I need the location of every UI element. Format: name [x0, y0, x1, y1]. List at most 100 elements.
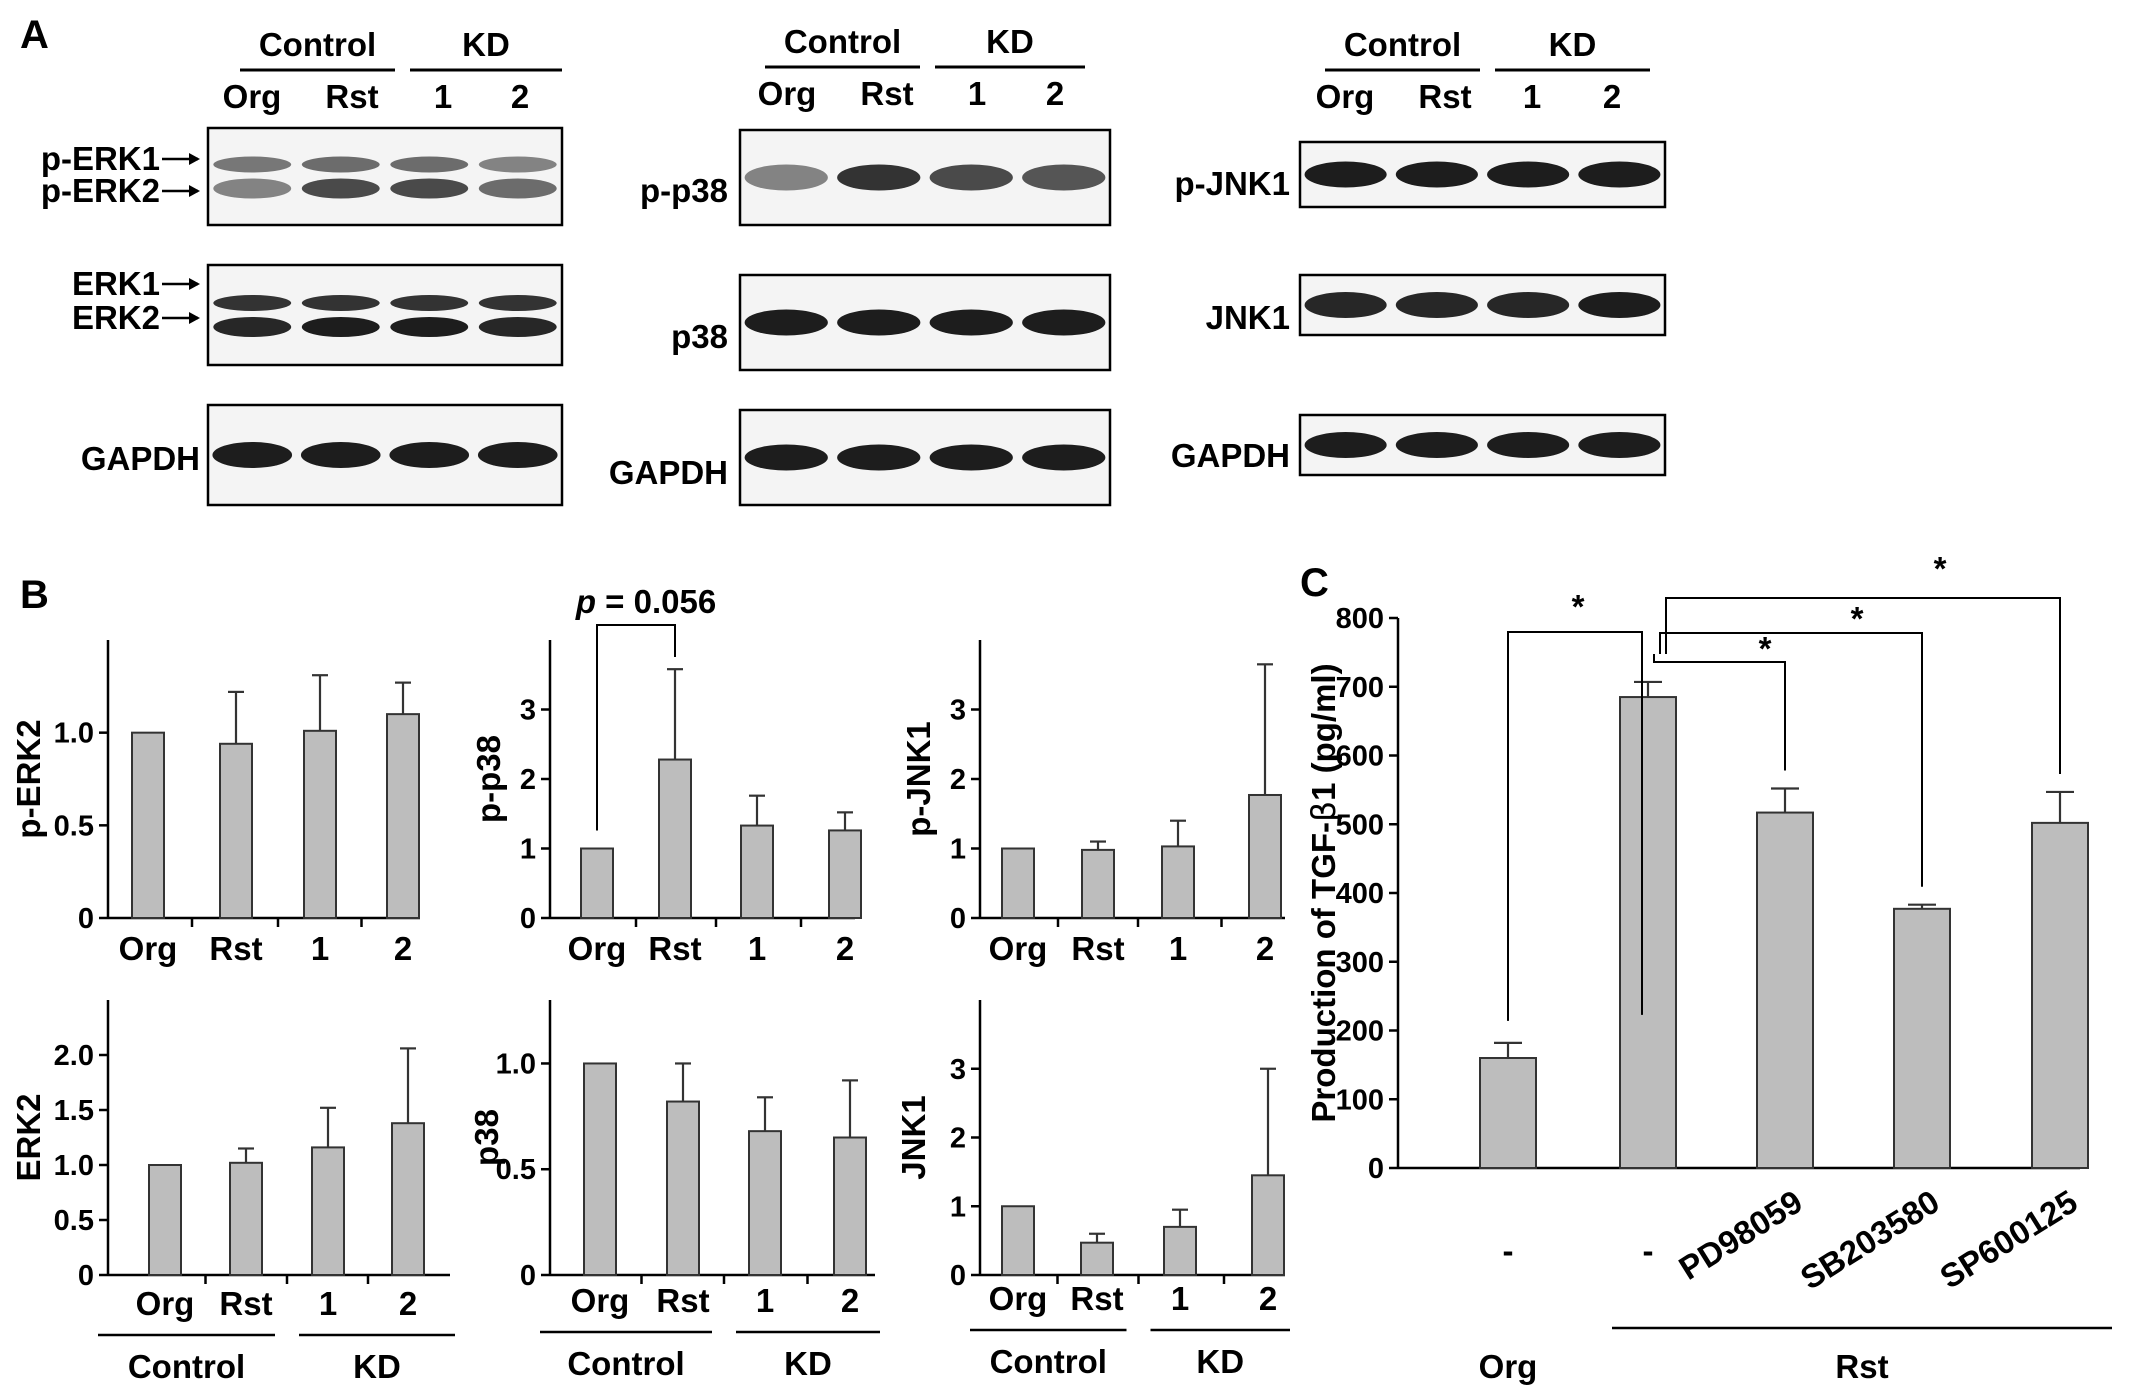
blot-band-upper — [478, 156, 557, 173]
blot-lane-label: Rst — [1418, 78, 1471, 115]
blot-lane-label: 1 — [968, 75, 986, 112]
y-tick-label: 0 — [520, 903, 536, 935]
x-category-label: Org — [571, 1282, 630, 1319]
x-category-label: - — [1503, 1232, 1514, 1269]
significance-star: * — [1934, 550, 1947, 587]
blot-group-kd-label: KD — [1549, 26, 1597, 63]
blot-band — [744, 444, 828, 471]
p-value-text: = 0.056 — [596, 583, 716, 620]
bar — [583, 1062, 617, 1277]
significance-bracket — [1507, 631, 1643, 1021]
bar — [1619, 696, 1677, 1169]
blot-group-control-label: Control — [1344, 26, 1461, 63]
x-category-label: PD98059 — [1672, 1183, 1808, 1287]
bar — [833, 1136, 867, 1276]
y-axis-label-greek: β — [1304, 801, 1343, 822]
significance-bracket — [1659, 632, 1923, 887]
bar — [828, 829, 862, 919]
group-label: KD — [1196, 1343, 1244, 1380]
bar-chart-3: 0 1 2 3 Org Rst 1 2 p-JNK1 — [900, 640, 1285, 967]
y-tick-label: 0.5 — [54, 810, 94, 842]
y-tick-label: 500 — [1336, 809, 1384, 841]
bar — [1251, 1174, 1285, 1276]
y-tick-label: 200 — [1336, 1016, 1384, 1048]
blot-band — [1304, 432, 1387, 458]
x-category-label: Org — [568, 930, 627, 967]
x-category-label: Org — [989, 930, 1048, 967]
blot-lane-label: 1 — [434, 78, 452, 115]
y-axis-label-prefix: Production of TGF- — [1305, 822, 1342, 1123]
y-tick-label: 0 — [78, 903, 94, 935]
x-category-label: Rst — [648, 930, 701, 967]
blot-band — [1578, 292, 1661, 318]
y-axis-label: ERK2 — [10, 1093, 47, 1181]
blot-lane-label: 2 — [1046, 75, 1064, 112]
y-tick-label: 300 — [1336, 947, 1384, 979]
x-category-label: 1 — [756, 1282, 774, 1319]
x-category-label: Org — [119, 930, 178, 967]
panel-label-b: B — [20, 573, 49, 617]
x-category-label: 2 — [394, 930, 412, 967]
bar — [391, 1122, 425, 1276]
blot-band — [929, 444, 1013, 471]
bar — [1080, 1241, 1114, 1276]
group-label: Control — [990, 1343, 1107, 1380]
bar-chart-1: 0 0.5 1.0 Org Rst 1 2 p-ERK2 — [10, 640, 420, 967]
blot-band — [212, 442, 293, 468]
bar — [303, 729, 337, 920]
bar — [658, 758, 692, 919]
significance-bracket — [1665, 597, 2061, 774]
blot-band-lower — [478, 317, 557, 337]
blot-band — [1395, 432, 1478, 458]
blot-band-upper — [478, 295, 557, 311]
bar-chart-4: 0 0.5 1.0 1.5 2.0 Org Rst 1 2 ERK2 Control KD — [10, 1000, 455, 1385]
y-tick-label: 800 — [1336, 603, 1384, 635]
bar — [1163, 1225, 1197, 1276]
p-symbol: p — [575, 583, 596, 620]
blot-lane-label: Rst — [860, 75, 913, 112]
blot-lane-label: Org — [223, 78, 282, 115]
bar — [148, 1164, 182, 1276]
y-axis-label: p-JNK1 — [900, 721, 937, 837]
annotation-bracket — [596, 624, 676, 831]
y-tick-label: 0.5 — [54, 1205, 94, 1237]
blot-group-control-label: Control — [259, 26, 376, 63]
blot-3: Control KD Org Rst 1 2 p-JNK1 JNK1 GAPDH — [1171, 26, 1667, 477]
bar — [311, 1146, 345, 1277]
panel-label-c: C — [1300, 561, 1329, 605]
blot-band — [744, 164, 828, 191]
y-tick-label: 2 — [950, 764, 966, 796]
blot-group-kd-label: KD — [462, 26, 510, 63]
blot-band — [1304, 292, 1387, 318]
significance-star: * — [1759, 630, 1772, 667]
blot-row-label: p38 — [671, 318, 728, 355]
blot-band — [1022, 444, 1106, 471]
x-category-label: - — [1643, 1232, 1654, 1269]
blot-row-label: p-ERK1 — [41, 140, 160, 177]
y-tick-label: 0 — [520, 1260, 536, 1292]
blot-band — [837, 309, 921, 336]
blot-band-upper — [390, 156, 469, 173]
y-tick-label: 0 — [950, 1260, 966, 1292]
blot-band-upper — [390, 295, 469, 311]
blot-row-label: GAPDH — [1171, 437, 1290, 474]
blot-row-label: GAPDH — [609, 454, 728, 491]
blot-lane-label: Org — [1316, 78, 1375, 115]
y-tick-label: 400 — [1336, 878, 1384, 910]
blot-row-label: p-p38 — [640, 172, 728, 209]
blot-band — [1395, 292, 1478, 318]
blot-band — [389, 442, 470, 468]
x-category-label: 2 — [1256, 930, 1274, 967]
bar — [1479, 1057, 1537, 1169]
blot-band — [1304, 161, 1387, 188]
x-category-label: Org — [989, 1280, 1048, 1317]
panel-label-a: A — [20, 13, 49, 57]
group-label: Control — [128, 1348, 245, 1385]
bar — [1001, 847, 1035, 919]
x-category-label: Rst — [1071, 930, 1124, 967]
y-tick-label: 1 — [950, 834, 966, 866]
group-label: KD — [353, 1348, 401, 1385]
